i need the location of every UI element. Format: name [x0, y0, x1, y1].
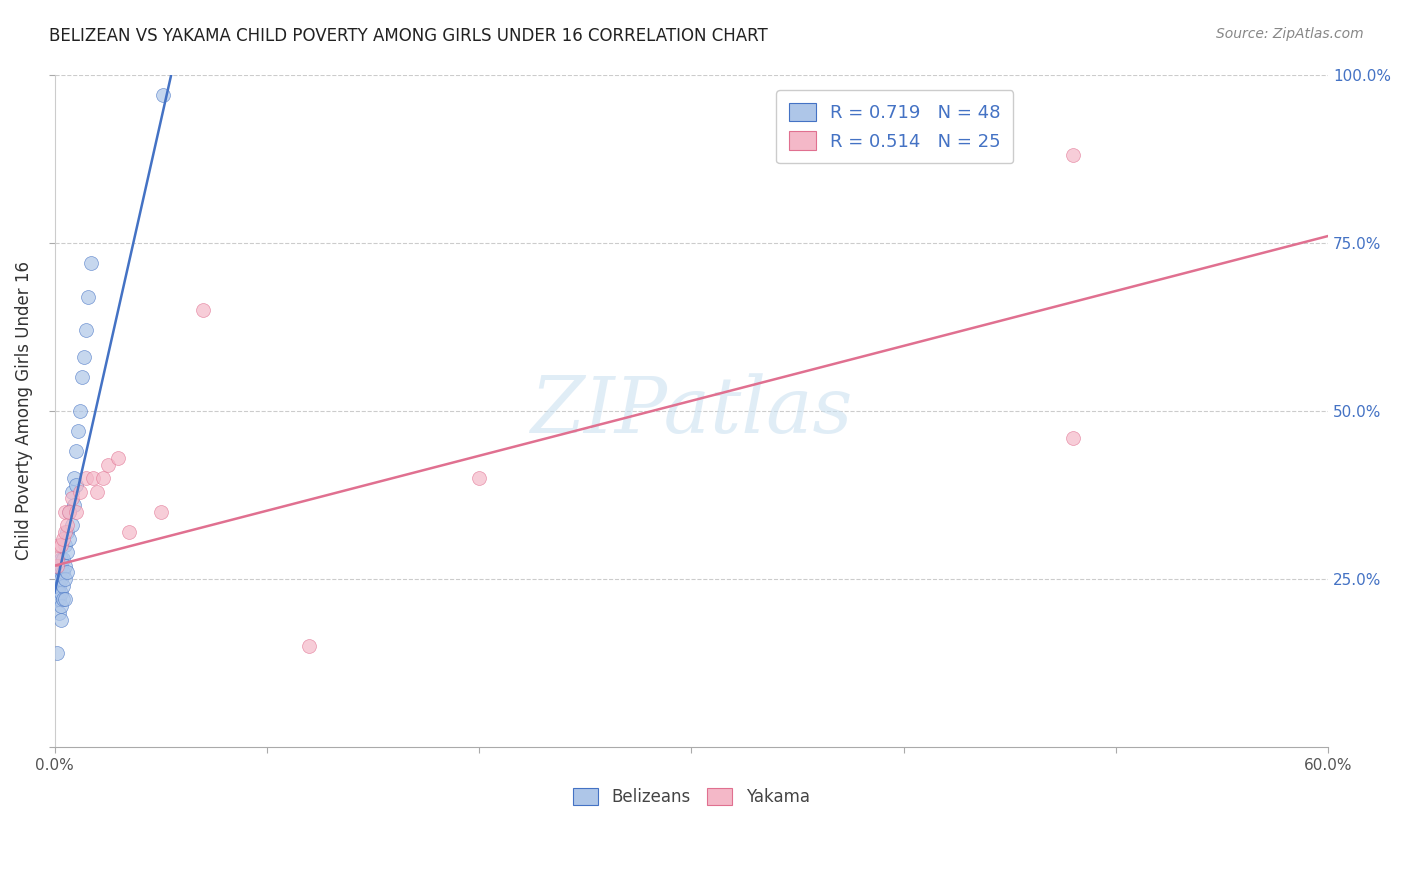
- Point: [60, 491, 83, 506]
- Point: [52, 579, 75, 593]
- Point: [53, 539, 76, 553]
- Point: [53, 558, 76, 573]
- Point: [48, 579, 70, 593]
- Point: [65, 505, 87, 519]
- Point: [62, 471, 84, 485]
- Point: [60, 518, 83, 533]
- Point: [45, 558, 67, 573]
- Point: [49, 572, 72, 586]
- Point: [48, 558, 70, 573]
- Point: [48, 592, 70, 607]
- Point: [118, 524, 141, 539]
- Point: [49, 585, 72, 599]
- Point: [73, 350, 96, 364]
- Point: [191, 303, 214, 318]
- Y-axis label: Child Poverty Among Girls Under 16: Child Poverty Among Girls Under 16: [15, 261, 32, 560]
- Point: [48, 539, 70, 553]
- Point: [49, 558, 72, 573]
- Point: [45, 646, 67, 660]
- Point: [53, 572, 76, 586]
- Point: [69, 404, 91, 418]
- Point: [58, 505, 80, 519]
- Point: [58, 532, 80, 546]
- Point: [66, 424, 89, 438]
- Point: [49, 552, 72, 566]
- Point: [53, 524, 76, 539]
- Point: [45, 572, 67, 586]
- Point: [53, 592, 76, 607]
- Point: [48, 566, 70, 580]
- Point: [65, 478, 87, 492]
- Point: [48, 606, 70, 620]
- Point: [48, 585, 70, 599]
- Point: [1062, 431, 1084, 445]
- Point: [45, 592, 67, 607]
- Text: Source: ZipAtlas.com: Source: ZipAtlas.com: [1216, 27, 1364, 41]
- Point: [52, 552, 75, 566]
- Point: [65, 444, 87, 458]
- Point: [52, 532, 75, 546]
- Point: [45, 558, 67, 573]
- Point: [70, 370, 93, 384]
- Legend: Belizeans, Yakama: Belizeans, Yakama: [567, 781, 817, 813]
- Text: ZIPatlas: ZIPatlas: [530, 373, 852, 449]
- Point: [45, 558, 67, 573]
- Point: [45, 579, 67, 593]
- Point: [45, 552, 67, 566]
- Text: BELIZEAN VS YAKAMA CHILD POVERTY AMONG GIRLS UNDER 16 CORRELATION CHART: BELIZEAN VS YAKAMA CHILD POVERTY AMONG G…: [49, 27, 768, 45]
- Point: [77, 289, 100, 303]
- Point: [56, 545, 79, 559]
- Point: [75, 471, 97, 485]
- Point: [468, 471, 491, 485]
- Point: [75, 323, 97, 337]
- Point: [52, 566, 75, 580]
- Point: [62, 498, 84, 512]
- Point: [149, 505, 172, 519]
- Point: [49, 539, 72, 553]
- Point: [86, 484, 108, 499]
- Point: [97, 458, 120, 472]
- Point: [152, 87, 174, 102]
- Point: [82, 471, 104, 485]
- Point: [48, 572, 70, 586]
- Point: [49, 613, 72, 627]
- Point: [69, 484, 91, 499]
- Point: [60, 484, 83, 499]
- Point: [1062, 148, 1084, 162]
- Point: [53, 505, 76, 519]
- Point: [79, 256, 101, 270]
- Point: [45, 566, 67, 580]
- Point: [56, 518, 79, 533]
- Point: [58, 505, 80, 519]
- Point: [56, 566, 79, 580]
- Point: [52, 592, 75, 607]
- Point: [56, 524, 79, 539]
- Point: [45, 585, 67, 599]
- Point: [49, 599, 72, 613]
- Point: [298, 640, 321, 654]
- Point: [107, 450, 129, 465]
- Point: [93, 471, 115, 485]
